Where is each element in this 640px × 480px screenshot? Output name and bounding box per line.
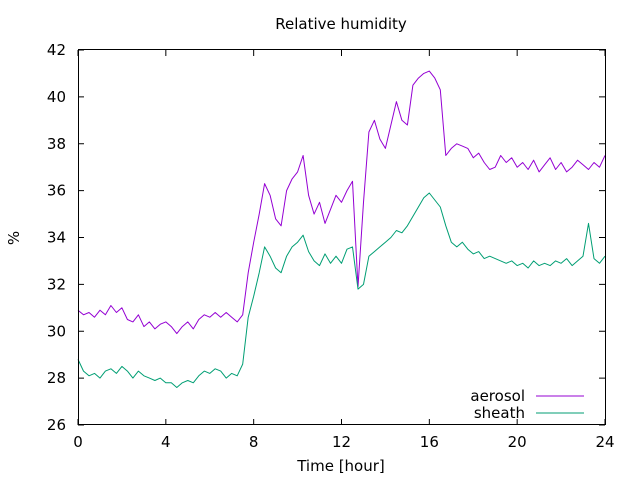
x-tick-label: 20 [508, 433, 527, 451]
x-tick-label: 16 [420, 433, 439, 451]
y-tick-label: 26 [47, 416, 66, 434]
y-axis-label: % [5, 231, 23, 245]
y-tick-label: 42 [47, 41, 66, 59]
y-tick-label: 40 [47, 88, 66, 106]
ticks-layer: 0 4 8 12 16 20 24 26 28 30 32 34 36 38 40 42 [47, 41, 615, 451]
y-tick-label: 32 [47, 275, 66, 293]
x-tick-label: 4 [161, 433, 171, 451]
legend-label-sheath: sheath [474, 404, 525, 422]
y-tick-label: 36 [47, 182, 66, 200]
x-tick-label: 12 [332, 433, 351, 451]
chart-title: Relative humidity [275, 15, 407, 33]
y-tick-label: 28 [47, 369, 66, 387]
y-tick-label: 30 [47, 322, 66, 340]
y-tick-label: 38 [47, 135, 66, 153]
series-line-aerosol [77, 70, 606, 335]
series-layer [77, 70, 606, 388]
x-tick-label: 8 [249, 433, 259, 451]
legend-label-aerosol: aerosol [470, 387, 525, 405]
x-tick-label: 0 [73, 433, 83, 451]
x-axis-label: Time [hour] [296, 457, 385, 475]
series-line-sheath [77, 192, 606, 388]
x-tick-label: 24 [595, 433, 614, 451]
y-tick-label: 34 [47, 229, 66, 247]
